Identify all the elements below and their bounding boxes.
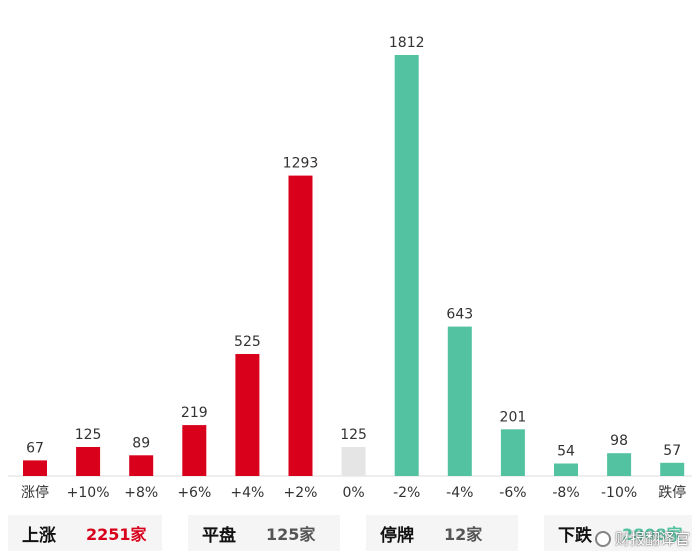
- value-label-7: 1812: [389, 35, 425, 51]
- x-tick-label-3: +6%: [177, 485, 211, 501]
- x-tick-label-10: -8%: [552, 485, 579, 501]
- bar-7: [394, 55, 419, 476]
- bars-group: [23, 55, 685, 476]
- x-tick-label-4: +4%: [230, 485, 264, 501]
- stat-down-label: 下跌: [558, 525, 592, 546]
- summary-bar: 上涨 2251家 平盘 125家 停牌 12家 下跌 2808家: [8, 515, 692, 551]
- stat-suspended-value: 12家: [444, 525, 483, 544]
- stat-flat-value: 125家: [266, 525, 316, 544]
- x-tick-label-9: -6%: [499, 485, 526, 501]
- bar-10: [554, 463, 578, 476]
- bar-0: [23, 460, 47, 476]
- stat-up: 上涨 2251家: [8, 515, 162, 551]
- bar-3: [182, 425, 207, 476]
- bar-8: [447, 326, 472, 476]
- value-label-1: 125: [75, 427, 102, 443]
- bar-1: [76, 447, 101, 476]
- value-label-3: 219: [181, 405, 208, 421]
- bar-4: [235, 354, 260, 476]
- value-label-10: 54: [557, 444, 575, 460]
- x-tick-label-1: +10%: [67, 485, 110, 501]
- stat-down-value: 2808家: [622, 525, 683, 544]
- bar-5: [288, 175, 313, 476]
- stat-up-label: 上涨: [22, 525, 56, 546]
- x-tick-label-12: 跌停: [658, 484, 686, 501]
- value-label-0: 67: [26, 440, 44, 456]
- value-label-5: 1293: [283, 156, 319, 172]
- x-tick-label-0: 涨停: [21, 484, 49, 501]
- bar-chart: 67 125 89 219 525 1293 125 1812 643 201 54 98 57 涨停 +…: [8, 35, 692, 501]
- bar-6: [341, 447, 366, 476]
- bar-9: [500, 429, 525, 476]
- value-label-2: 89: [132, 435, 150, 451]
- tick-labels-group: 涨停 +10% +8% +6% +4% +2% 0% -2% -4% -6% -8% -10% 跌停: [21, 484, 686, 501]
- x-tick-label-8: -4%: [446, 485, 473, 501]
- value-label-11: 98: [610, 433, 628, 449]
- x-tick-label-6: 0%: [342, 485, 364, 501]
- bar-11: [607, 453, 632, 476]
- value-labels-group: 67 125 89 219 525 1293 125 1812 643 201 54 98 57: [26, 35, 681, 460]
- value-label-9: 201: [500, 409, 527, 425]
- stat-up-value: 2251家: [86, 525, 147, 544]
- weibo-icon: [594, 530, 611, 547]
- x-tick-label-2: +8%: [124, 485, 158, 501]
- watermark: 财报翻译官: [594, 528, 690, 549]
- stat-suspended: 停牌 12家: [366, 515, 518, 551]
- bar-2: [129, 455, 154, 476]
- value-label-6: 125: [340, 427, 367, 443]
- x-tick-label-5: +2%: [284, 485, 318, 501]
- value-label-12: 57: [663, 443, 681, 459]
- watermark-text: 财报翻译官: [614, 530, 690, 548]
- stat-flat-label: 平盘: [202, 525, 236, 546]
- value-label-8: 643: [446, 307, 473, 323]
- bar-12: [660, 462, 685, 476]
- x-tick-label-7: -2%: [393, 485, 420, 501]
- x-tick-label-11: -10%: [601, 485, 637, 501]
- stat-flat: 平盘 125家: [188, 515, 340, 551]
- stat-suspended-label: 停牌: [380, 525, 414, 546]
- value-label-4: 525: [234, 334, 261, 350]
- stat-down: 下跌 2808家: [544, 515, 692, 551]
